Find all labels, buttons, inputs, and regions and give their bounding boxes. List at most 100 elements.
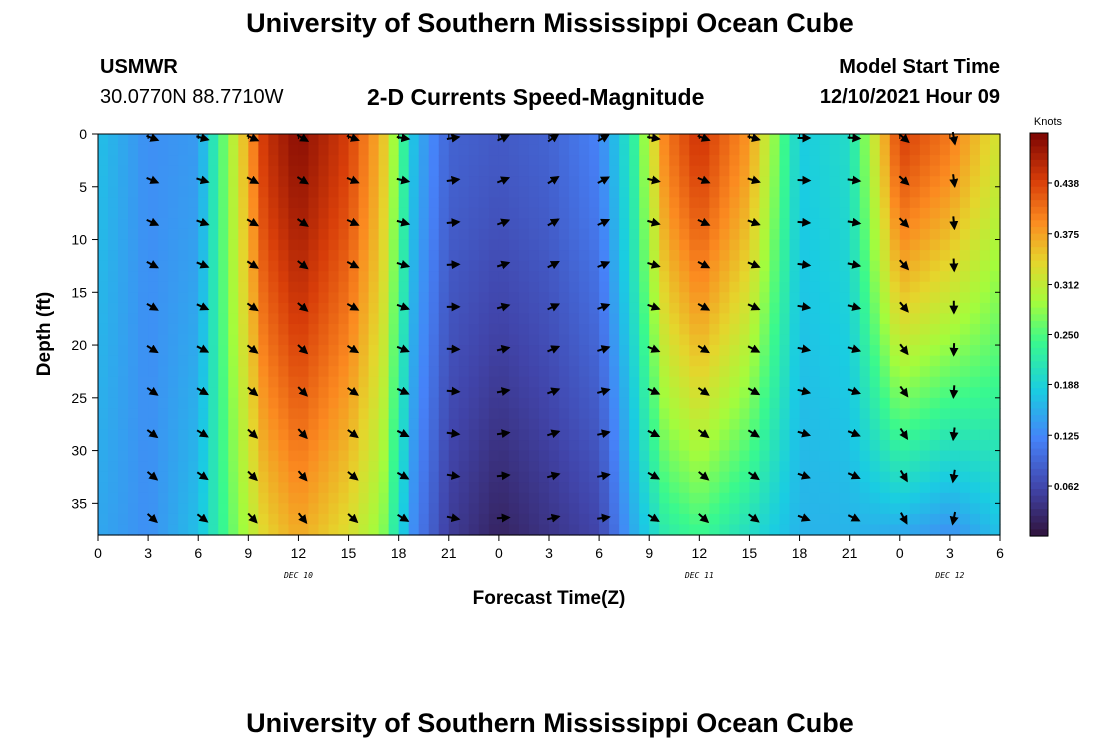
heatmap-cell — [899, 207, 911, 220]
heatmap-cell — [989, 334, 1001, 346]
heatmap-cell — [288, 260, 300, 272]
heatmap-cell — [639, 207, 650, 220]
heatmap-cell — [659, 176, 670, 188]
heatmap-cell — [308, 482, 320, 494]
heatmap-cell — [569, 397, 580, 409]
heatmap-cell — [639, 524, 650, 536]
heatmap-cell — [749, 144, 761, 156]
heatmap-cell — [498, 408, 510, 420]
heatmap-cell — [669, 281, 680, 293]
heatmap-cell — [839, 134, 851, 146]
heatmap-cell — [468, 176, 480, 188]
heatmap-cell — [669, 197, 680, 209]
heatmap-cell — [378, 387, 390, 399]
heatmap-cell — [809, 134, 821, 146]
heatmap-cell — [579, 513, 590, 526]
heatmap-cell — [98, 366, 109, 378]
heatmap-cell — [609, 281, 620, 293]
heatmap-cell — [769, 387, 781, 399]
heatmap-cell — [719, 334, 730, 346]
heatmap-cell — [298, 418, 310, 431]
heatmap-cell — [318, 397, 330, 409]
heatmap-cell — [879, 155, 891, 167]
current-vector-arrow — [949, 427, 959, 442]
heatmap-cell — [458, 397, 470, 409]
heatmap-cell — [709, 323, 720, 336]
heatmap-cell — [969, 186, 981, 198]
x-tick-label: 3 — [545, 545, 553, 561]
current-vector-arrow — [899, 343, 909, 356]
heatmap-cell — [208, 482, 219, 494]
heatmap-cell — [879, 239, 891, 251]
heatmap-cell — [729, 334, 741, 346]
heatmap-cell — [699, 228, 710, 241]
current-vector-arrow — [496, 513, 511, 523]
heatmap-cell — [108, 397, 119, 409]
heatmap-cell — [649, 408, 660, 420]
heatmap-cell — [308, 250, 320, 262]
heatmap-cell — [609, 482, 620, 494]
heatmap-cell — [949, 313, 961, 325]
heatmap-cell — [358, 292, 370, 304]
heatmap-cell — [689, 503, 700, 515]
heatmap-cell — [418, 186, 430, 198]
heatmap-cell — [128, 397, 139, 409]
speed-heatmap — [98, 134, 1001, 536]
heatmap-cell — [749, 397, 761, 409]
heatmap-cell — [799, 492, 811, 504]
heatmap-cell — [809, 429, 821, 441]
heatmap-cell — [98, 176, 109, 188]
heatmap-cell — [228, 292, 239, 304]
heatmap-cell — [839, 323, 851, 336]
heatmap-cell — [659, 186, 670, 198]
heatmap-cell — [639, 366, 650, 378]
current-vector-arrow — [347, 386, 359, 396]
heatmap-cell — [228, 228, 239, 241]
heatmap-cell — [809, 228, 821, 241]
heatmap-cell — [488, 165, 500, 177]
heatmap-cell — [599, 482, 610, 494]
heatmap-cell — [138, 176, 149, 188]
heatmap-cell — [859, 197, 871, 209]
heatmap-cell — [769, 197, 781, 209]
heatmap-cell — [679, 260, 690, 272]
heatmap-cell — [298, 355, 310, 367]
heatmap-cell — [879, 408, 891, 420]
heatmap-cell — [629, 471, 640, 483]
heatmap-cell — [789, 513, 801, 526]
heatmap-cell — [739, 134, 751, 146]
current-vector-arrow — [196, 302, 210, 311]
heatmap-cell — [198, 197, 209, 209]
heatmap-cell — [278, 144, 290, 156]
heatmap-cell — [458, 418, 470, 431]
heatmap-cell — [128, 408, 139, 420]
heatmap-cell — [809, 197, 821, 209]
heatmap-cell — [338, 461, 350, 473]
heatmap-cell — [689, 387, 700, 399]
heatmap-cell — [178, 197, 189, 209]
heatmap-cell — [528, 323, 540, 336]
heatmap-cell — [178, 440, 189, 452]
heatmap-cell — [268, 323, 279, 336]
heatmap-cell — [949, 524, 961, 536]
heatmap-cell — [378, 503, 390, 515]
heatmap-cell — [248, 155, 259, 167]
heatmap-cell — [819, 239, 831, 251]
heatmap-cell — [278, 461, 290, 473]
x-tick-label: 21 — [842, 545, 858, 561]
heatmap-cell — [488, 302, 500, 314]
heatmap-cell — [789, 292, 801, 304]
heatmap-cell — [959, 239, 971, 251]
heatmap-cell — [368, 144, 380, 156]
heatmap-cell — [779, 155, 791, 167]
heatmap-cell — [909, 429, 921, 441]
heatmap-cell — [559, 271, 570, 283]
heatmap-cell — [649, 228, 660, 241]
heatmap-cell — [308, 176, 320, 188]
heatmap-cell — [889, 313, 901, 325]
heatmap-cell — [408, 334, 420, 346]
heatmap-cell — [569, 366, 580, 378]
heatmap-cell — [358, 408, 370, 420]
heatmap-cell — [579, 144, 590, 156]
heatmap-cell — [879, 429, 891, 441]
